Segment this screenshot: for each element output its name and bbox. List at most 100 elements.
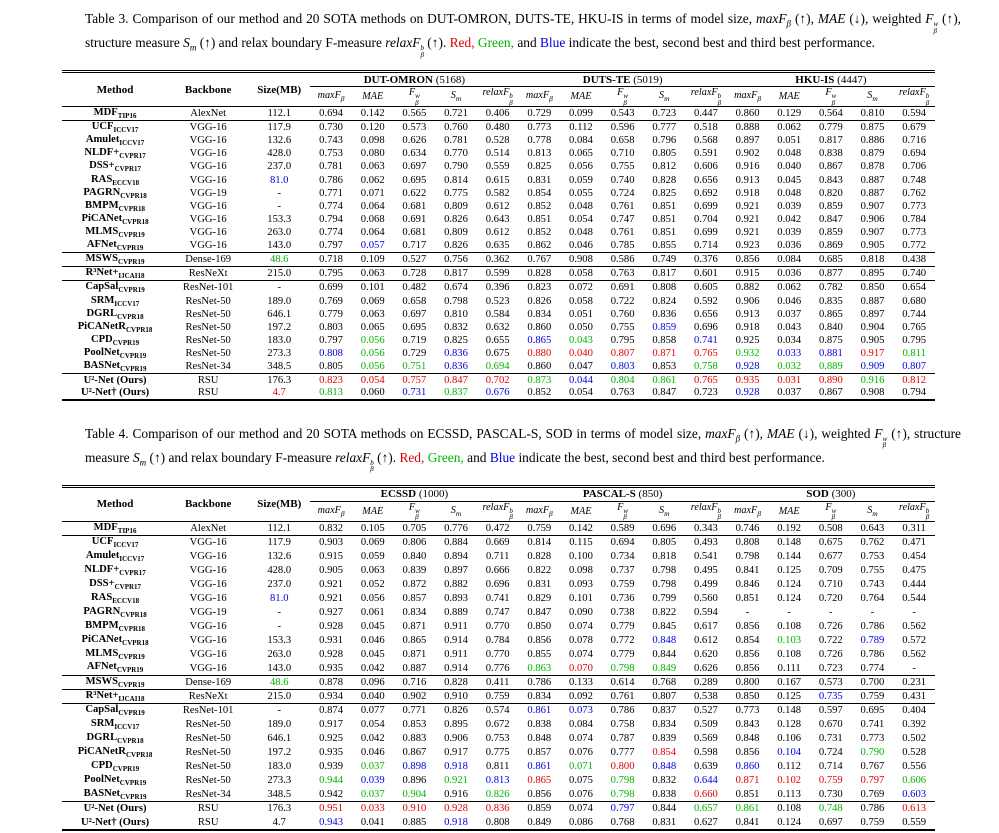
metric-value: 0.913	[735, 308, 760, 320]
metric-value: 0.046	[360, 747, 385, 759]
size-cell: 348.5	[248, 787, 311, 803]
metric-header: relaxF b β	[685, 501, 727, 522]
metric-value: 0.813	[319, 387, 343, 399]
size-cell: 4.7	[272, 387, 286, 399]
method-cell: AFNetCVPR19	[62, 661, 169, 676]
metric-value: 0.763	[610, 387, 635, 399]
metric-value: 0.596	[610, 122, 635, 134]
metric-value: 0.769	[851, 787, 894, 803]
metric-value: 0.898	[402, 761, 427, 773]
backbone-cell: VGG-19	[189, 187, 227, 199]
metric-value: 0.711	[485, 550, 510, 562]
backbone-cell: VGG-16	[189, 227, 227, 239]
metric-value: 0.784	[902, 213, 927, 225]
metric-value: 0.699	[694, 200, 718, 212]
metric-value: 0.744	[902, 308, 927, 320]
metric-value: 0.125	[777, 564, 802, 576]
metric-value: 0.846	[735, 578, 760, 590]
metric-value: 0.786	[860, 620, 885, 632]
metric-value: 0.710	[610, 148, 635, 160]
metric-value: 0.882	[444, 578, 468, 590]
metric-value: 0.759	[610, 578, 635, 590]
metric-value: 0.867	[402, 747, 427, 759]
metric-value: 0.046	[777, 295, 802, 307]
caption-segment: Blue	[540, 35, 566, 50]
metric-value: 0.612	[485, 227, 510, 239]
metric-value: 0.861	[527, 705, 552, 717]
metric-value: 0.835	[818, 295, 843, 307]
metric-value: 0.528	[485, 135, 510, 147]
backbone-cell: ResNeXt	[168, 266, 249, 282]
metric-value: 0.921	[735, 227, 760, 239]
caption-segment: Comparison of our method and 20 SOTA met…	[132, 11, 757, 26]
metric-value: 0.050	[569, 321, 593, 333]
metric-value: 0.803	[319, 321, 343, 333]
metric-value: 0.765	[694, 348, 718, 360]
backbone-cell: VGG-16	[189, 135, 227, 147]
table-row: U²-Net† (Ours) RSU 4.7 0.943 0.041 0.885 0.918…	[62, 816, 935, 830]
metric-value: 0.839	[652, 733, 677, 745]
metric-value: 0.837	[652, 705, 677, 717]
metric-value: 0.606	[902, 775, 927, 787]
metric-value: 0.856	[726, 661, 769, 676]
metric-value: 0.841	[735, 564, 760, 576]
metric-value: 0.064	[360, 227, 385, 239]
backbone-cell: VGG-16	[189, 174, 227, 186]
metric-value: 0.880	[527, 348, 552, 360]
metric-value: 0.376	[685, 252, 727, 268]
metric-value: 0.753	[485, 733, 510, 745]
metric-value: 0.142	[560, 521, 602, 536]
metric-value: 0.774	[319, 227, 343, 239]
metric-value: 0.124	[777, 816, 802, 828]
table-row: BMPMCVPR18 VGG-16 - 0.928 0.045 0.871 0.911 0.7…	[62, 619, 935, 633]
metric-value: 0.059	[569, 174, 593, 186]
caption-segment: Sm	[183, 35, 197, 53]
metric-value: 0.626	[685, 661, 727, 676]
metric-value: 0.691	[610, 282, 635, 294]
metric-value: 0.043	[777, 321, 802, 333]
metric-value: 0.871	[735, 775, 760, 787]
metric-value: 0.809	[444, 227, 468, 239]
metric-value: 0.658	[610, 135, 635, 147]
metric-value: 0.935	[319, 747, 344, 759]
metric-value: 0.875	[818, 334, 843, 346]
metric-value: 0.723	[643, 106, 686, 122]
metric-value: 0.133	[560, 675, 602, 690]
metric-value: 0.918	[735, 321, 760, 333]
metric-value: 0.851	[726, 787, 769, 803]
metric-value: 0.925	[319, 733, 344, 745]
metric-value: 0.805	[652, 148, 677, 160]
metric-value: 0.808	[485, 816, 510, 828]
metric-value: 0.065	[360, 321, 385, 333]
metric-value: 0.894	[444, 550, 468, 562]
metric-value: 0.108	[777, 803, 802, 815]
table-row: UCFICCV17 VGG-16 117.9 0.903 0.069 0.806 0.884…	[62, 535, 935, 549]
method-cell: U²-Net (Ours)	[83, 374, 147, 386]
metric-value: 0.865	[402, 634, 427, 646]
metric-value: 0.627	[693, 816, 718, 828]
metric-value: 0.768	[643, 675, 686, 690]
method-cell: U²-Net† (Ours)	[80, 816, 150, 828]
metric-header: relaxF b β	[476, 501, 519, 522]
metric-value: 0.917	[319, 719, 344, 731]
caption-segment: (↑) and relax boundary F-measure	[196, 35, 386, 50]
backbone-cell: AlexNet	[168, 106, 249, 122]
caption-segment: Table 3.	[85, 11, 133, 26]
metric-value: 0.879	[860, 148, 885, 160]
metric-value: 0.037	[777, 308, 802, 320]
metric-value: -	[912, 606, 916, 618]
metric-value: 0.856	[735, 620, 760, 632]
metric-value: 0.770	[485, 648, 510, 660]
metric-value: 0.844	[652, 648, 677, 660]
metric-value: 0.620	[693, 648, 718, 660]
metric-value: 0.045	[360, 620, 385, 632]
metric-value: 0.606	[694, 161, 718, 173]
metric-value: 0.556	[902, 761, 927, 773]
caption-segment: (↑), structure measure	[85, 425, 961, 465]
caption-segment: Table 4.	[85, 425, 133, 441]
metric-value: 0.660	[685, 787, 727, 803]
caption-segment: maxFβ	[317, 89, 345, 104]
backbone-cell: VGG-16	[189, 592, 227, 604]
metric-value: 0.311	[893, 521, 935, 536]
